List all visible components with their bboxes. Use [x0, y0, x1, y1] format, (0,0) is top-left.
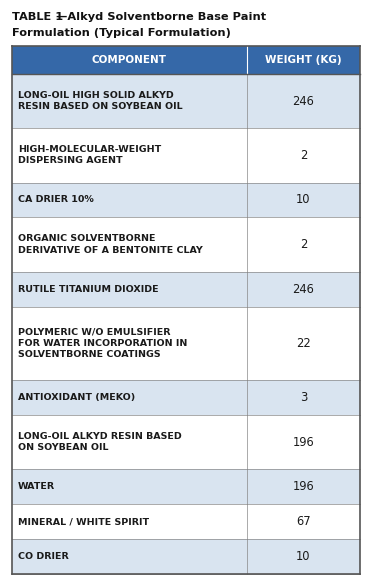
Bar	[12, 469, 360, 504]
Text: 246: 246	[292, 95, 314, 108]
Text: MINERAL / WHITE SPIRIT: MINERAL / WHITE SPIRIT	[18, 517, 149, 526]
Bar	[12, 504, 360, 539]
Text: 22: 22	[296, 337, 311, 350]
Text: 3: 3	[300, 391, 307, 404]
Bar	[12, 272, 360, 307]
Bar	[12, 183, 360, 218]
Bar	[12, 218, 360, 272]
Text: —Alkyd Solventborne Base Paint: —Alkyd Solventborne Base Paint	[56, 12, 266, 22]
Text: ANTIOXIDANT (MEKO): ANTIOXIDANT (MEKO)	[18, 393, 135, 402]
Text: POLYMERIC W/O EMULSIFIER
FOR WATER INCORPORATION IN
SOLVENTBORNE COATINGS: POLYMERIC W/O EMULSIFIER FOR WATER INCOR…	[18, 328, 187, 359]
Text: 246: 246	[292, 283, 314, 296]
Bar	[12, 380, 360, 415]
Text: 196: 196	[292, 480, 314, 494]
Text: TABLE 1: TABLE 1	[12, 12, 63, 22]
Text: 2: 2	[300, 149, 307, 162]
Text: LONG-OIL HIGH SOLID ALKYD
RESIN BASED ON SOYBEAN OIL: LONG-OIL HIGH SOLID ALKYD RESIN BASED ON…	[18, 91, 183, 111]
Bar	[12, 74, 360, 128]
Text: LONG-OIL ALKYD RESIN BASED
ON SOYBEAN OIL: LONG-OIL ALKYD RESIN BASED ON SOYBEAN OI…	[18, 432, 182, 452]
Text: Formulation (Typical Formulation): Formulation (Typical Formulation)	[12, 28, 231, 38]
Text: WATER: WATER	[18, 482, 55, 491]
Bar	[12, 128, 360, 183]
Bar	[12, 46, 360, 74]
Text: CO DRIER: CO DRIER	[18, 552, 69, 561]
Text: COMPONENT: COMPONENT	[92, 55, 167, 65]
Text: 10: 10	[296, 193, 311, 207]
Text: 10: 10	[296, 550, 311, 563]
Text: WEIGHT (KG): WEIGHT (KG)	[265, 55, 342, 65]
Text: CA DRIER 10%: CA DRIER 10%	[18, 196, 94, 204]
Text: RUTILE TITANIUM DIOXIDE: RUTILE TITANIUM DIOXIDE	[18, 285, 158, 293]
Text: 196: 196	[292, 436, 314, 449]
Bar	[12, 539, 360, 574]
Text: 2: 2	[300, 238, 307, 251]
Text: HIGH-MOLECULAR-WEIGHT
DISPERSING AGENT: HIGH-MOLECULAR-WEIGHT DISPERSING AGENT	[18, 146, 161, 165]
Bar	[12, 307, 360, 380]
Text: 67: 67	[296, 515, 311, 528]
Text: ORGANIC SOLVENTBORNE
DERIVATIVE OF A BENTONITE CLAY: ORGANIC SOLVENTBORNE DERIVATIVE OF A BEN…	[18, 235, 203, 254]
Bar	[12, 415, 360, 469]
